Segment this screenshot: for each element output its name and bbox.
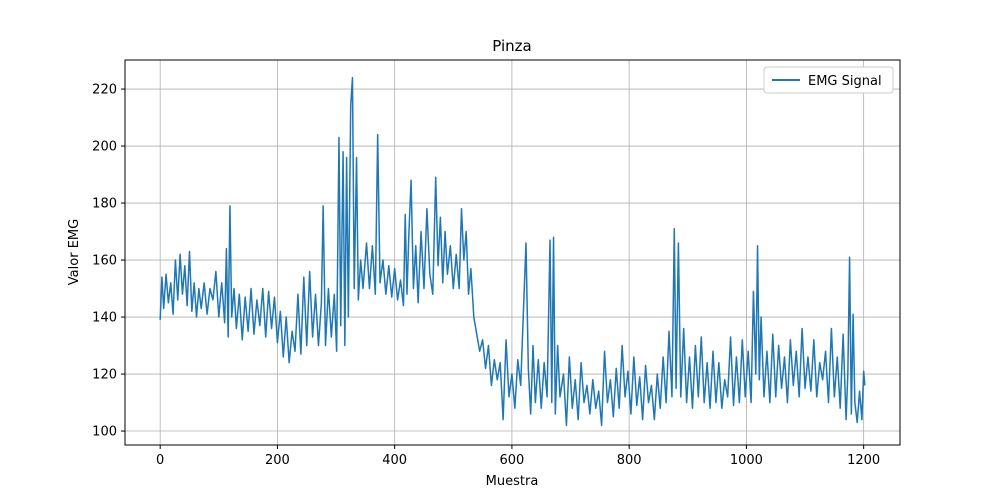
y-tick-label: 120 xyxy=(92,368,117,383)
x-tick-label: 400 xyxy=(382,453,407,468)
y-tick-label: 220 xyxy=(92,83,117,98)
x-tick-label: 600 xyxy=(499,453,524,468)
legend-label: EMG Signal xyxy=(808,74,882,89)
y-axis-label: Valor EMG xyxy=(67,219,82,285)
legend-box xyxy=(763,66,894,94)
x-axis-label: Muestra xyxy=(486,474,539,489)
y-tick-label: 100 xyxy=(92,425,117,440)
x-tick-label: 200 xyxy=(265,453,290,468)
x-tick-label: 1200 xyxy=(847,453,880,468)
line-series xyxy=(159,76,866,427)
x-tick-label: 1000 xyxy=(730,453,763,468)
y-tick-label: 160 xyxy=(92,254,117,269)
y-tick-label: 180 xyxy=(92,197,117,212)
x-tick-label: 800 xyxy=(617,453,642,468)
plot-frame xyxy=(124,59,901,446)
y-tick-label: 140 xyxy=(92,311,117,326)
x-tick-label: 0 xyxy=(156,453,164,468)
y-tick-label: 200 xyxy=(92,140,117,155)
chart-title: Pinza xyxy=(492,37,531,55)
